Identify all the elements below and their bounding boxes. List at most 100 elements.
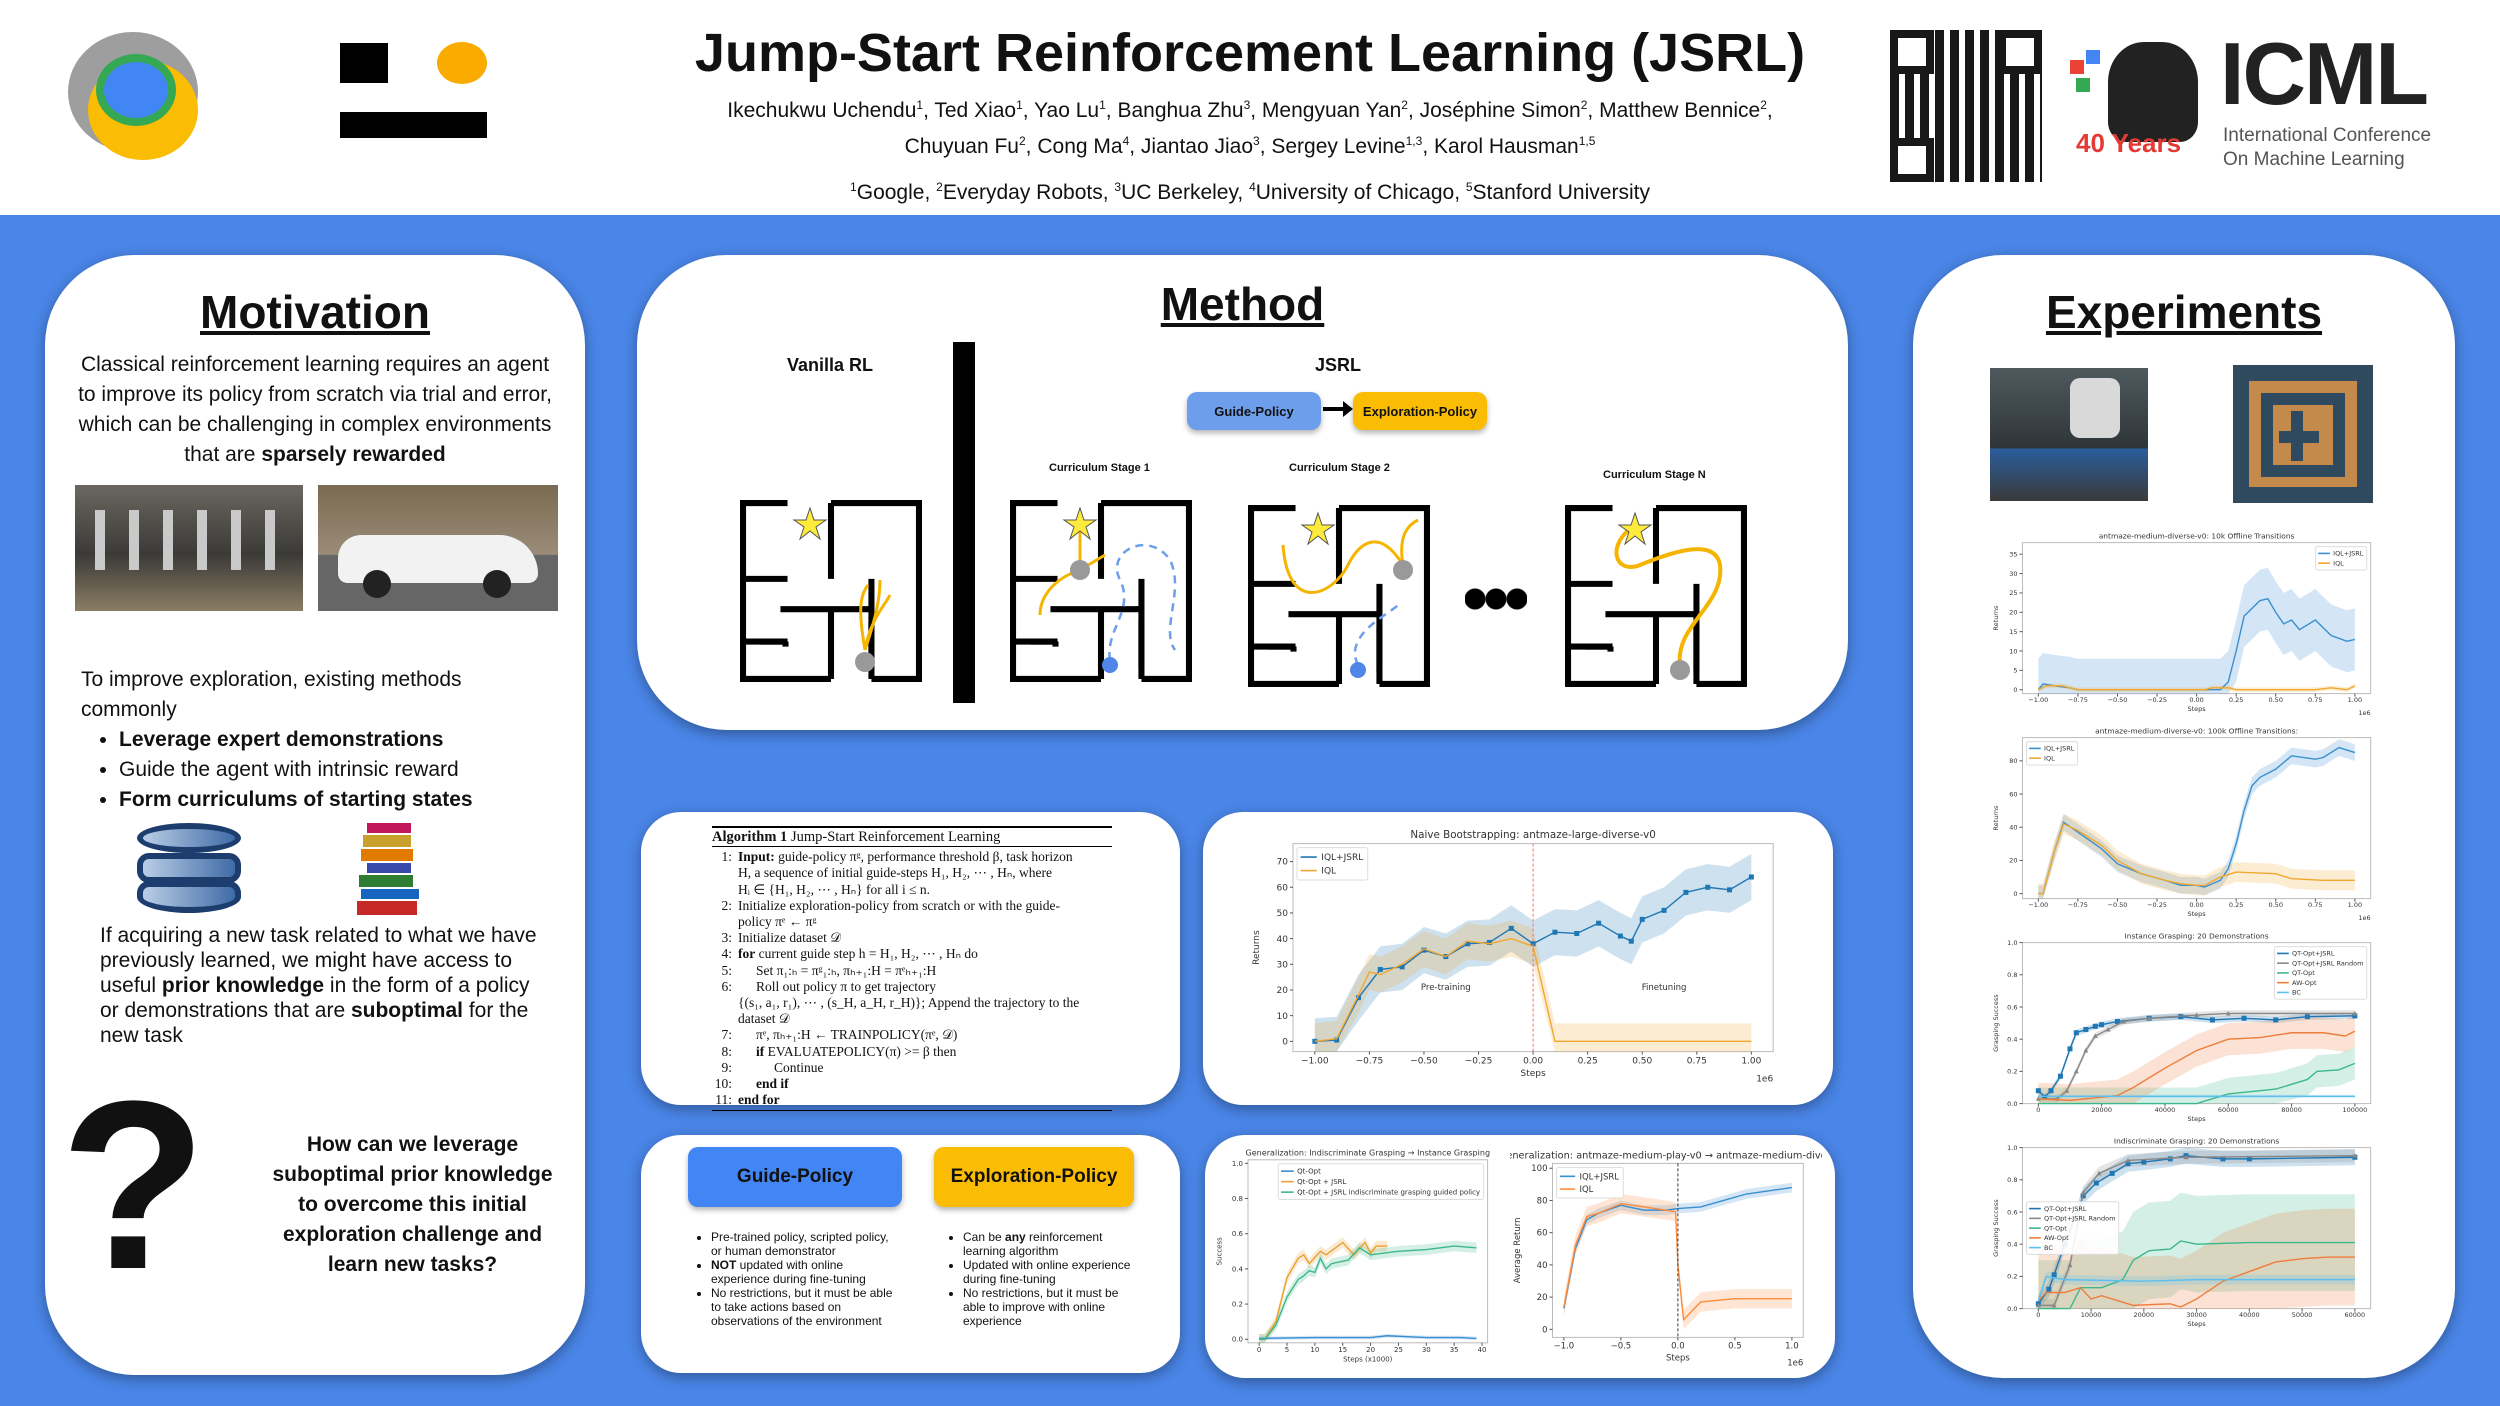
affiliation-number: 4 xyxy=(1249,180,1256,194)
algorithm-line: 3: Initialize dataset 𝒟 xyxy=(721,930,841,946)
data-point xyxy=(1377,966,1383,972)
x-tick-label: 0.25 xyxy=(1578,1056,1598,1066)
algorithm-line: 4: for current guide step h = H₁, H₂, ⋯ ,… xyxy=(721,946,978,962)
data-point xyxy=(2035,1096,2041,1101)
y-tick-label: 0 xyxy=(1542,1325,1547,1335)
affiliation-number: 3 xyxy=(1114,180,1122,194)
legend-entry: BC xyxy=(2044,1244,2053,1252)
legend-entry: IQL xyxy=(2044,754,2055,762)
legend-entry: BC xyxy=(2292,989,2301,997)
series-band xyxy=(2038,1208,2355,1309)
x-tick-label: 60000 xyxy=(2345,1311,2366,1319)
data-point xyxy=(2035,1302,2041,1308)
y-tick-label: 0 xyxy=(2013,890,2017,898)
x-tick-label: 10 xyxy=(1310,1346,1319,1354)
x-tick-label: 20000 xyxy=(2091,1106,2112,1114)
exploration-methods-list: Leverage expert demonstrationsGuide the … xyxy=(81,725,561,815)
prior-knowledge-text: If acquiring a new task related to what … xyxy=(100,924,537,1047)
author-name: Sergey Levine xyxy=(1271,135,1406,158)
x-tick-label: 50000 xyxy=(2292,1311,2313,1319)
divider-bar xyxy=(953,342,975,703)
motivation-panel: Motivation Classical reinforcement learn… xyxy=(45,255,585,1375)
x-axis-label: Steps (x1000) xyxy=(1343,1356,1392,1364)
x-tick-label: 10000 xyxy=(2081,1311,2102,1319)
series-line xyxy=(2038,1062,2356,1105)
data-point xyxy=(2067,1046,2073,1052)
data-point xyxy=(2209,1017,2215,1023)
data-point xyxy=(2109,1170,2115,1176)
research-question: How can we leverage suboptimal prior kno… xyxy=(272,1133,553,1276)
data-point xyxy=(2099,1022,2105,1028)
exploration-method-item: Leverage expert demonstrations xyxy=(119,725,561,755)
stage-n-label: Curriculum Stage N xyxy=(1603,469,1706,481)
data-point xyxy=(2241,1015,2247,1021)
series-band xyxy=(1314,853,1752,1052)
exploration-method-item: Form curriculums of starting states xyxy=(119,785,561,815)
legend-entry: IQL+JSRL xyxy=(2044,745,2075,753)
data-point xyxy=(1486,939,1492,945)
stage-2-label: Curriculum Stage 2 xyxy=(1289,462,1390,474)
algorithm-line: {(s₁, a₁, r₁), ⋯ , (s_H, a_H, r_H)}; App… xyxy=(738,995,1080,1011)
x-tick-label: 1.00 xyxy=(2348,696,2362,704)
x-axis-multiplier: 1e6 xyxy=(1756,1074,1773,1084)
motivation-intro: Classical reinforcement learning require… xyxy=(78,353,552,466)
author-affiliation-mark: 1,5 xyxy=(1578,134,1596,148)
series-line xyxy=(1259,1241,1388,1340)
affiliation-name: UC Berkeley xyxy=(1121,181,1238,204)
y-tick-label: 5 xyxy=(2013,667,2017,675)
algorithm-line: 6: Roll out policy π to get trajectory xyxy=(721,978,937,994)
series-line xyxy=(2038,746,2356,895)
series-band xyxy=(1314,920,1752,1052)
series-band xyxy=(2038,1015,2355,1104)
series-line xyxy=(2038,1154,2355,1307)
data-point xyxy=(2092,1023,2098,1029)
affiliation-name: University of Chicago xyxy=(1255,181,1455,204)
vanilla-rl-label: Vanilla RL xyxy=(787,355,874,375)
x-tick-label: −0.25 xyxy=(1465,1056,1493,1066)
x-tick-label: 0.00 xyxy=(1523,1056,1543,1066)
y-tick-label: 20 xyxy=(2009,609,2017,617)
author-list: Ikechukwu Uchendu1, Ted Xiao1, Yao Lu1, … xyxy=(727,98,1773,158)
author-affiliation-mark: 1,3 xyxy=(1405,134,1423,148)
data-point xyxy=(2246,1156,2252,1162)
y-tick-label: 20 xyxy=(1537,1293,1548,1303)
books-icon xyxy=(357,823,423,915)
policy-property-item: No restrictions, but it must be able to … xyxy=(711,1286,899,1328)
qr-code[interactable] xyxy=(1890,30,2042,182)
x-tick-label: 0.50 xyxy=(2268,901,2282,909)
x-tick-label: 60000 xyxy=(2218,1106,2239,1114)
algorithm-line: policy πᵉ ← πᵍ xyxy=(738,914,817,930)
legend-box xyxy=(1296,847,1369,881)
author-name: Yao Lu xyxy=(1034,99,1100,122)
x-tick-label: 1.00 xyxy=(1741,1056,1761,1066)
data-point xyxy=(1705,884,1711,890)
data-point xyxy=(1399,964,1405,970)
icml-logo: 40 Years ICML International Conference O… xyxy=(2068,30,2448,180)
y-tick-label: 70 xyxy=(1277,858,1289,868)
algorithm-line: H, a sequence of initial guide-steps H₁,… xyxy=(738,865,1052,881)
x-tick-label: 30000 xyxy=(2186,1311,2207,1319)
arrow-icon xyxy=(1323,407,1347,411)
y-tick-label: 60 xyxy=(1537,1229,1548,1239)
author-name: Banghua Zhu xyxy=(1117,99,1244,122)
exploration-method-item: Guide the agent with intrinsic reward xyxy=(119,755,561,785)
data-point xyxy=(1748,874,1754,880)
y-tick-label: 80 xyxy=(2009,757,2017,765)
x-tick-label: 0 xyxy=(2036,1106,2040,1114)
y-axis-label: Returns xyxy=(1992,605,2000,631)
y-axis-label: Success xyxy=(1215,1237,1223,1266)
data-point xyxy=(1355,995,1361,1001)
algorithm-line: 5: Set π₁:ₕ = πᵍ₁:ₕ, πₕ₊₁:H = πᵉₕ₊₁:H xyxy=(721,962,937,978)
y-tick-label: 1.0 xyxy=(1232,1160,1243,1168)
data-point xyxy=(2352,1013,2358,1019)
method-heading: Method xyxy=(1160,278,1325,330)
x-tick-label: 0.0 xyxy=(1671,1341,1685,1351)
x-tick-label: −0.75 xyxy=(2068,696,2088,704)
poster-title: Jump-Start Reinforcement Learning (JSRL) xyxy=(694,23,1806,83)
legend-entry: Qt-Opt + JSRL indiscriminate grasping gu… xyxy=(1297,1189,1480,1197)
algorithm-line: 2: Initialize exploration-policy from scr… xyxy=(721,897,1061,913)
chart-title: Generalization: antmaze-medium-play-v0 →… xyxy=(1510,1150,1822,1161)
x-tick-label: 0.50 xyxy=(1632,1056,1652,1066)
x-tick-label: 30 xyxy=(1422,1346,1431,1354)
antmaze-10k-chart: antmaze-medium-diverse-v0: 10k Offline T… xyxy=(1992,532,2372,717)
